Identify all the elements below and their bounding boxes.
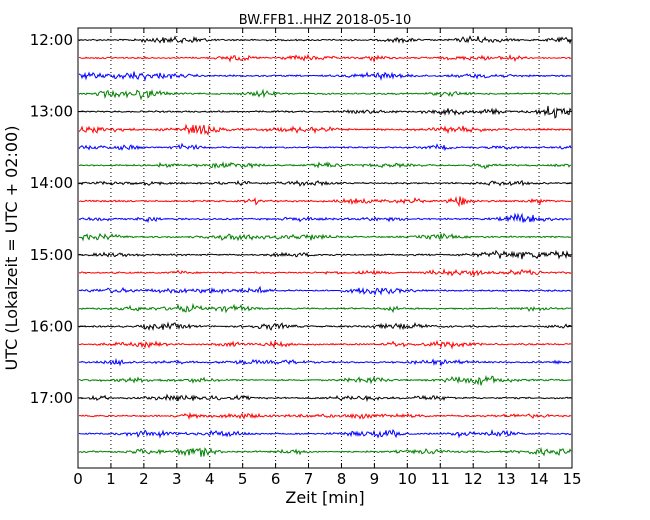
- trace-1245: [78, 88, 572, 101]
- x-tick-label: 1: [106, 470, 116, 488]
- x-tick-label: 12: [464, 470, 483, 488]
- y-tick-label: 15:00: [30, 246, 73, 264]
- trace-1430: [78, 212, 572, 224]
- grid-lines: [110, 28, 540, 468]
- trace-1645: [78, 374, 572, 386]
- x-tick-label: 10: [398, 470, 417, 488]
- y-tick-label: 16:00: [30, 317, 73, 335]
- trace-1415: [78, 195, 572, 208]
- trace-1530: [78, 285, 572, 296]
- trace-1400: [78, 179, 572, 187]
- trace-1515: [78, 267, 572, 278]
- x-tick-label: 4: [205, 470, 215, 488]
- axis-ticks: 0 1 2 3 4 5 6 7 8 9 10 11 12 13 14 1512:0013:0014:0015:…: [30, 28, 582, 488]
- trace-1545: [78, 302, 572, 314]
- x-tick-label: 9: [370, 470, 380, 488]
- y-tick-label: 13:00: [30, 103, 73, 121]
- y-tick-label: 14:00: [30, 174, 73, 192]
- plot-frame: [77, 27, 573, 469]
- chart-title: BW.FFB1..HHZ 2018-05-10: [239, 13, 412, 28]
- trace-group: [78, 35, 572, 457]
- y-tick-label: 12:00: [30, 31, 73, 49]
- x-tick-label: 11: [431, 470, 450, 488]
- trace-1345: [78, 161, 572, 170]
- y-tick-label: 17:00: [30, 389, 73, 407]
- trace-1500: [78, 249, 572, 260]
- x-tick-label: 8: [337, 470, 347, 488]
- x-axis-label: Zeit [min]: [285, 488, 364, 507]
- trace-1730: [78, 428, 572, 439]
- x-tick-label: 3: [172, 470, 182, 488]
- trace-1200: [78, 35, 572, 45]
- x-tick-label: 6: [271, 470, 281, 488]
- x-tick-label: 0: [73, 470, 83, 488]
- x-tick-label: 13: [497, 470, 516, 488]
- x-tick-label: 2: [139, 470, 149, 488]
- trace-1615: [78, 339, 572, 350]
- trace-1215: [78, 53, 572, 63]
- trace-1330: [78, 142, 572, 152]
- x-tick-label: 7: [304, 470, 314, 488]
- trace-1300: [78, 105, 572, 119]
- x-tick-label: 15: [562, 470, 581, 488]
- trace-1715: [78, 411, 572, 420]
- trace-1600: [78, 321, 572, 331]
- trace-1745: [78, 446, 572, 457]
- trace-1315: [78, 123, 572, 136]
- y-axis-label: UTC (Lokalzeit = UTC + 02:00): [2, 126, 21, 371]
- trace-1230: [78, 71, 572, 82]
- trace-1630: [78, 357, 572, 367]
- trace-1445: [78, 232, 572, 242]
- x-tick-label: 14: [530, 470, 549, 488]
- trace-1700: [78, 393, 572, 403]
- x-tick-label: 5: [238, 470, 248, 488]
